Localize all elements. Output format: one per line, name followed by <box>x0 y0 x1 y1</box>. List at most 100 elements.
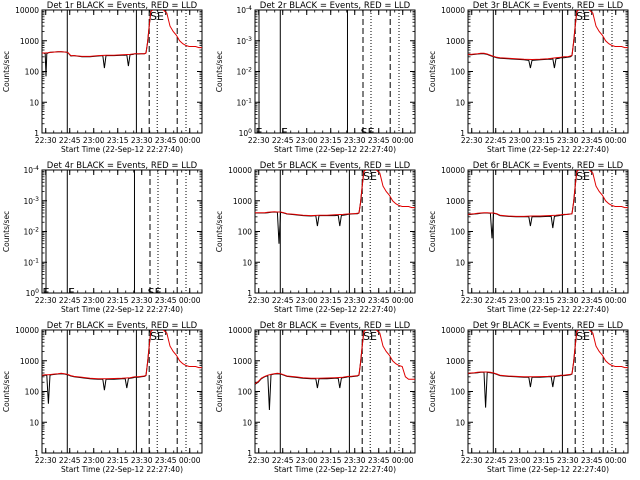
x-axis-label: Start Time (22-Sep-12 22:27:40) <box>487 465 609 474</box>
x-tick-label: 22:45 <box>485 456 507 465</box>
y-tick-label: 10000 <box>228 166 252 175</box>
x-tick-label: 22:30 <box>461 296 483 305</box>
annotation-label: SE <box>363 170 377 183</box>
plot-content: E F SE <box>255 10 400 139</box>
plot-frame <box>41 329 203 454</box>
plot-content: SE <box>468 330 628 453</box>
series-lld <box>255 330 415 385</box>
y-tick-label: 100 <box>238 228 253 237</box>
x-tick-label: 00:00 <box>605 296 627 305</box>
chart-panel-3: Det 3r BLACK = Events, RED = LLD 1 10 100 10… <box>428 1 629 154</box>
y-tick-label: 1000 <box>446 197 465 206</box>
x-tick-label: 22:45 <box>59 296 81 305</box>
y-axis-label: Counts/sec <box>428 51 437 92</box>
x-tick-label: 23:15 <box>320 296 342 305</box>
y-tick-label: 10-2 <box>236 67 252 77</box>
plot-content: SE <box>42 10 202 133</box>
x-tick-label: 23:30 <box>131 456 153 465</box>
series-lld <box>42 330 202 380</box>
annotation-label: E <box>42 286 49 299</box>
y-tick-label: 100 <box>238 388 253 397</box>
y-tick-label: 10 <box>455 258 465 267</box>
chart-title: Det 2r BLACK = Events, RED = LLD <box>260 1 411 11</box>
y-tick-label: 1000 <box>233 357 252 366</box>
y-tick-label: 1000 <box>20 37 39 46</box>
y-tick-label: 10000 <box>441 6 465 15</box>
y-tick-label: 10 <box>29 418 39 427</box>
y-tick-label: 10000 <box>15 6 39 15</box>
y-tick-label: 1 <box>460 129 465 138</box>
x-tick-label: 23:15 <box>533 136 555 145</box>
x-tick-label: 22:45 <box>59 136 81 145</box>
x-tick-label: 23:15 <box>107 296 129 305</box>
x-tick-label: 00:00 <box>392 456 414 465</box>
x-tick-label: 23:45 <box>368 136 390 145</box>
x-axis-label: Start Time (22-Sep-12 22:27:40) <box>274 305 396 314</box>
chart-title: Det 5r BLACK = Events, RED = LLD <box>260 161 411 171</box>
x-axis-label: Start Time (22-Sep-12 22:27:40) <box>274 145 396 154</box>
x-tick-label: 23:45 <box>155 296 177 305</box>
x-tick-label: 00:00 <box>179 136 201 145</box>
y-tick-label: 10-4 <box>23 165 39 175</box>
y-tick-label: 1 <box>34 449 39 458</box>
x-tick-label: 23:00 <box>296 296 318 305</box>
y-tick-label: 100 <box>25 388 40 397</box>
x-tick-label: 22:30 <box>35 296 57 305</box>
annotation-label: SE <box>150 10 164 23</box>
y-tick-label: 1 <box>247 289 252 298</box>
y-tick-label: 10 <box>242 418 252 427</box>
x-tick-label: 00:00 <box>392 296 414 305</box>
x-axis-label: Start Time (22-Sep-12 22:27:40) <box>487 145 609 154</box>
series-lld <box>468 170 628 217</box>
x-tick-label: 22:30 <box>35 136 57 145</box>
plot-content: SE <box>468 170 628 293</box>
y-tick-label: 1 <box>460 289 465 298</box>
x-tick-label: 23:30 <box>557 456 579 465</box>
chart-title: Det 6r BLACK = Events, RED = LLD <box>473 161 624 171</box>
x-tick-label: 00:00 <box>179 456 201 465</box>
plot-frame <box>467 9 629 134</box>
annotation-label: SE <box>150 330 164 343</box>
y-tick-label: 10000 <box>441 166 465 175</box>
chart-panel-9: Det 9r BLACK = Events, RED = LLD 1 10 100 10… <box>428 321 629 474</box>
y-axis-label: Counts/sec <box>2 371 11 412</box>
x-tick-label: 00:00 <box>605 136 627 145</box>
y-axis-label: Counts/sec <box>428 371 437 412</box>
x-tick-label: 22:45 <box>59 456 81 465</box>
series-lld <box>468 330 628 378</box>
y-tick-label: 1 <box>460 449 465 458</box>
y-tick-label: 100 <box>451 228 466 237</box>
y-tick-label: 1 <box>247 449 252 458</box>
x-tick-label: 23:30 <box>131 136 153 145</box>
x-tick-label: 23:45 <box>368 456 390 465</box>
x-tick-label: 23:00 <box>509 296 531 305</box>
y-axis-label: Counts/sec <box>215 211 224 252</box>
x-tick-label: 23:30 <box>344 456 366 465</box>
y-tick-label: 1000 <box>446 37 465 46</box>
chart-panel-7: Det 7r BLACK = Events, RED = LLD 1 10 100 10… <box>2 321 203 474</box>
plot-frame <box>41 169 203 294</box>
x-tick-label: 23:15 <box>107 136 129 145</box>
y-axis-label: Counts/sec <box>2 211 11 252</box>
series-lld <box>42 10 202 57</box>
x-tick-label: 22:45 <box>272 296 294 305</box>
x-axis-label: Start Time (22-Sep-12 22:27:40) <box>61 305 183 314</box>
annotation-label: SE <box>361 126 375 139</box>
x-tick-label: 22:45 <box>272 136 294 145</box>
chart-title: Det 7r BLACK = Events, RED = LLD <box>47 321 198 331</box>
plot-content: SE <box>468 10 628 133</box>
x-tick-label: 00:00 <box>392 136 414 145</box>
annotation-label: SE <box>148 286 162 299</box>
x-tick-label: 23:45 <box>581 296 603 305</box>
x-tick-label: 22:30 <box>35 456 57 465</box>
y-tick-label: 10-1 <box>236 97 252 107</box>
x-tick-label: 22:45 <box>485 296 507 305</box>
annotation-label: SE <box>576 170 590 183</box>
x-tick-label: 00:00 <box>605 456 627 465</box>
y-tick-label: 1000 <box>446 357 465 366</box>
x-tick-label: 23:45 <box>581 136 603 145</box>
x-tick-label: 23:30 <box>344 296 366 305</box>
plot-content: SE <box>255 330 415 453</box>
y-tick-label: 100 <box>451 68 466 77</box>
chart-panel-4: Det 4r BLACK = Events, RED = LLD 100 10-1 1… <box>2 161 203 314</box>
